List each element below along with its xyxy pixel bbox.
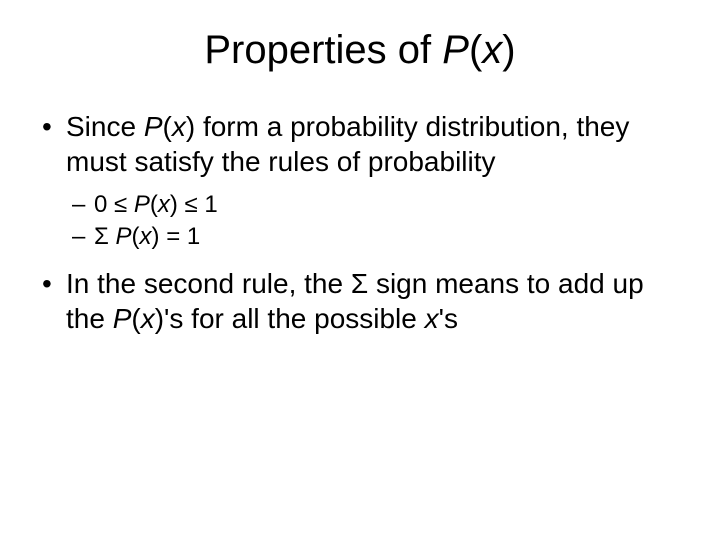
title-x: x — [482, 28, 502, 72]
slide-title: Properties of P(x) — [40, 28, 680, 73]
sub-1-seg-1: P — [134, 191, 150, 218]
title-close-paren: ) — [502, 28, 515, 72]
sub-2-seg-1: P — [116, 223, 132, 250]
sub-2-seg-4: ) = 1 — [152, 223, 201, 250]
bullet-item-2: In the second rule, the Σ sign means to … — [40, 266, 680, 336]
bullet-1-seg-0: Since — [66, 111, 144, 142]
sub-bullet-list: 0 ≤ P(x) ≤ 1 Σ P(x) = 1 — [40, 189, 680, 254]
sub-bullet-1: 0 ≤ P(x) ≤ 1 — [40, 189, 680, 221]
bullet-1-seg-2: ( — [163, 111, 172, 142]
bullet-2-seg-4: )'s for all the possible — [155, 303, 425, 334]
title-prefix: Properties of — [204, 28, 442, 72]
title-open-paren: ( — [469, 28, 482, 72]
sub-1-seg-3: x — [158, 191, 170, 218]
bullet-2-seg-5: x — [425, 303, 439, 334]
sub-1-seg-0: 0 ≤ — [94, 191, 134, 218]
sub-2-seg-3: x — [140, 223, 152, 250]
sub-2-seg-2: ( — [132, 223, 140, 250]
sub-2-seg-0: Σ — [94, 223, 116, 250]
bullet-1-seg-1: P — [144, 111, 163, 142]
bullet-2-seg-2: ( — [131, 303, 140, 334]
bullet-2-seg-1: P — [113, 303, 132, 334]
sub-1-seg-2: ( — [150, 191, 158, 218]
bullet-list: Since P(x) form a probability distributi… — [40, 109, 680, 336]
bullet-item-1: Since P(x) form a probability distributi… — [40, 109, 680, 179]
bullet-2-seg-6: 's — [439, 303, 458, 334]
bullet-1-seg-3: x — [172, 111, 186, 142]
sub-1-seg-4: ) ≤ 1 — [170, 191, 218, 218]
title-P: P — [442, 28, 469, 72]
bullet-2-seg-3: x — [141, 303, 155, 334]
sub-bullet-2: Σ P(x) = 1 — [40, 221, 680, 253]
